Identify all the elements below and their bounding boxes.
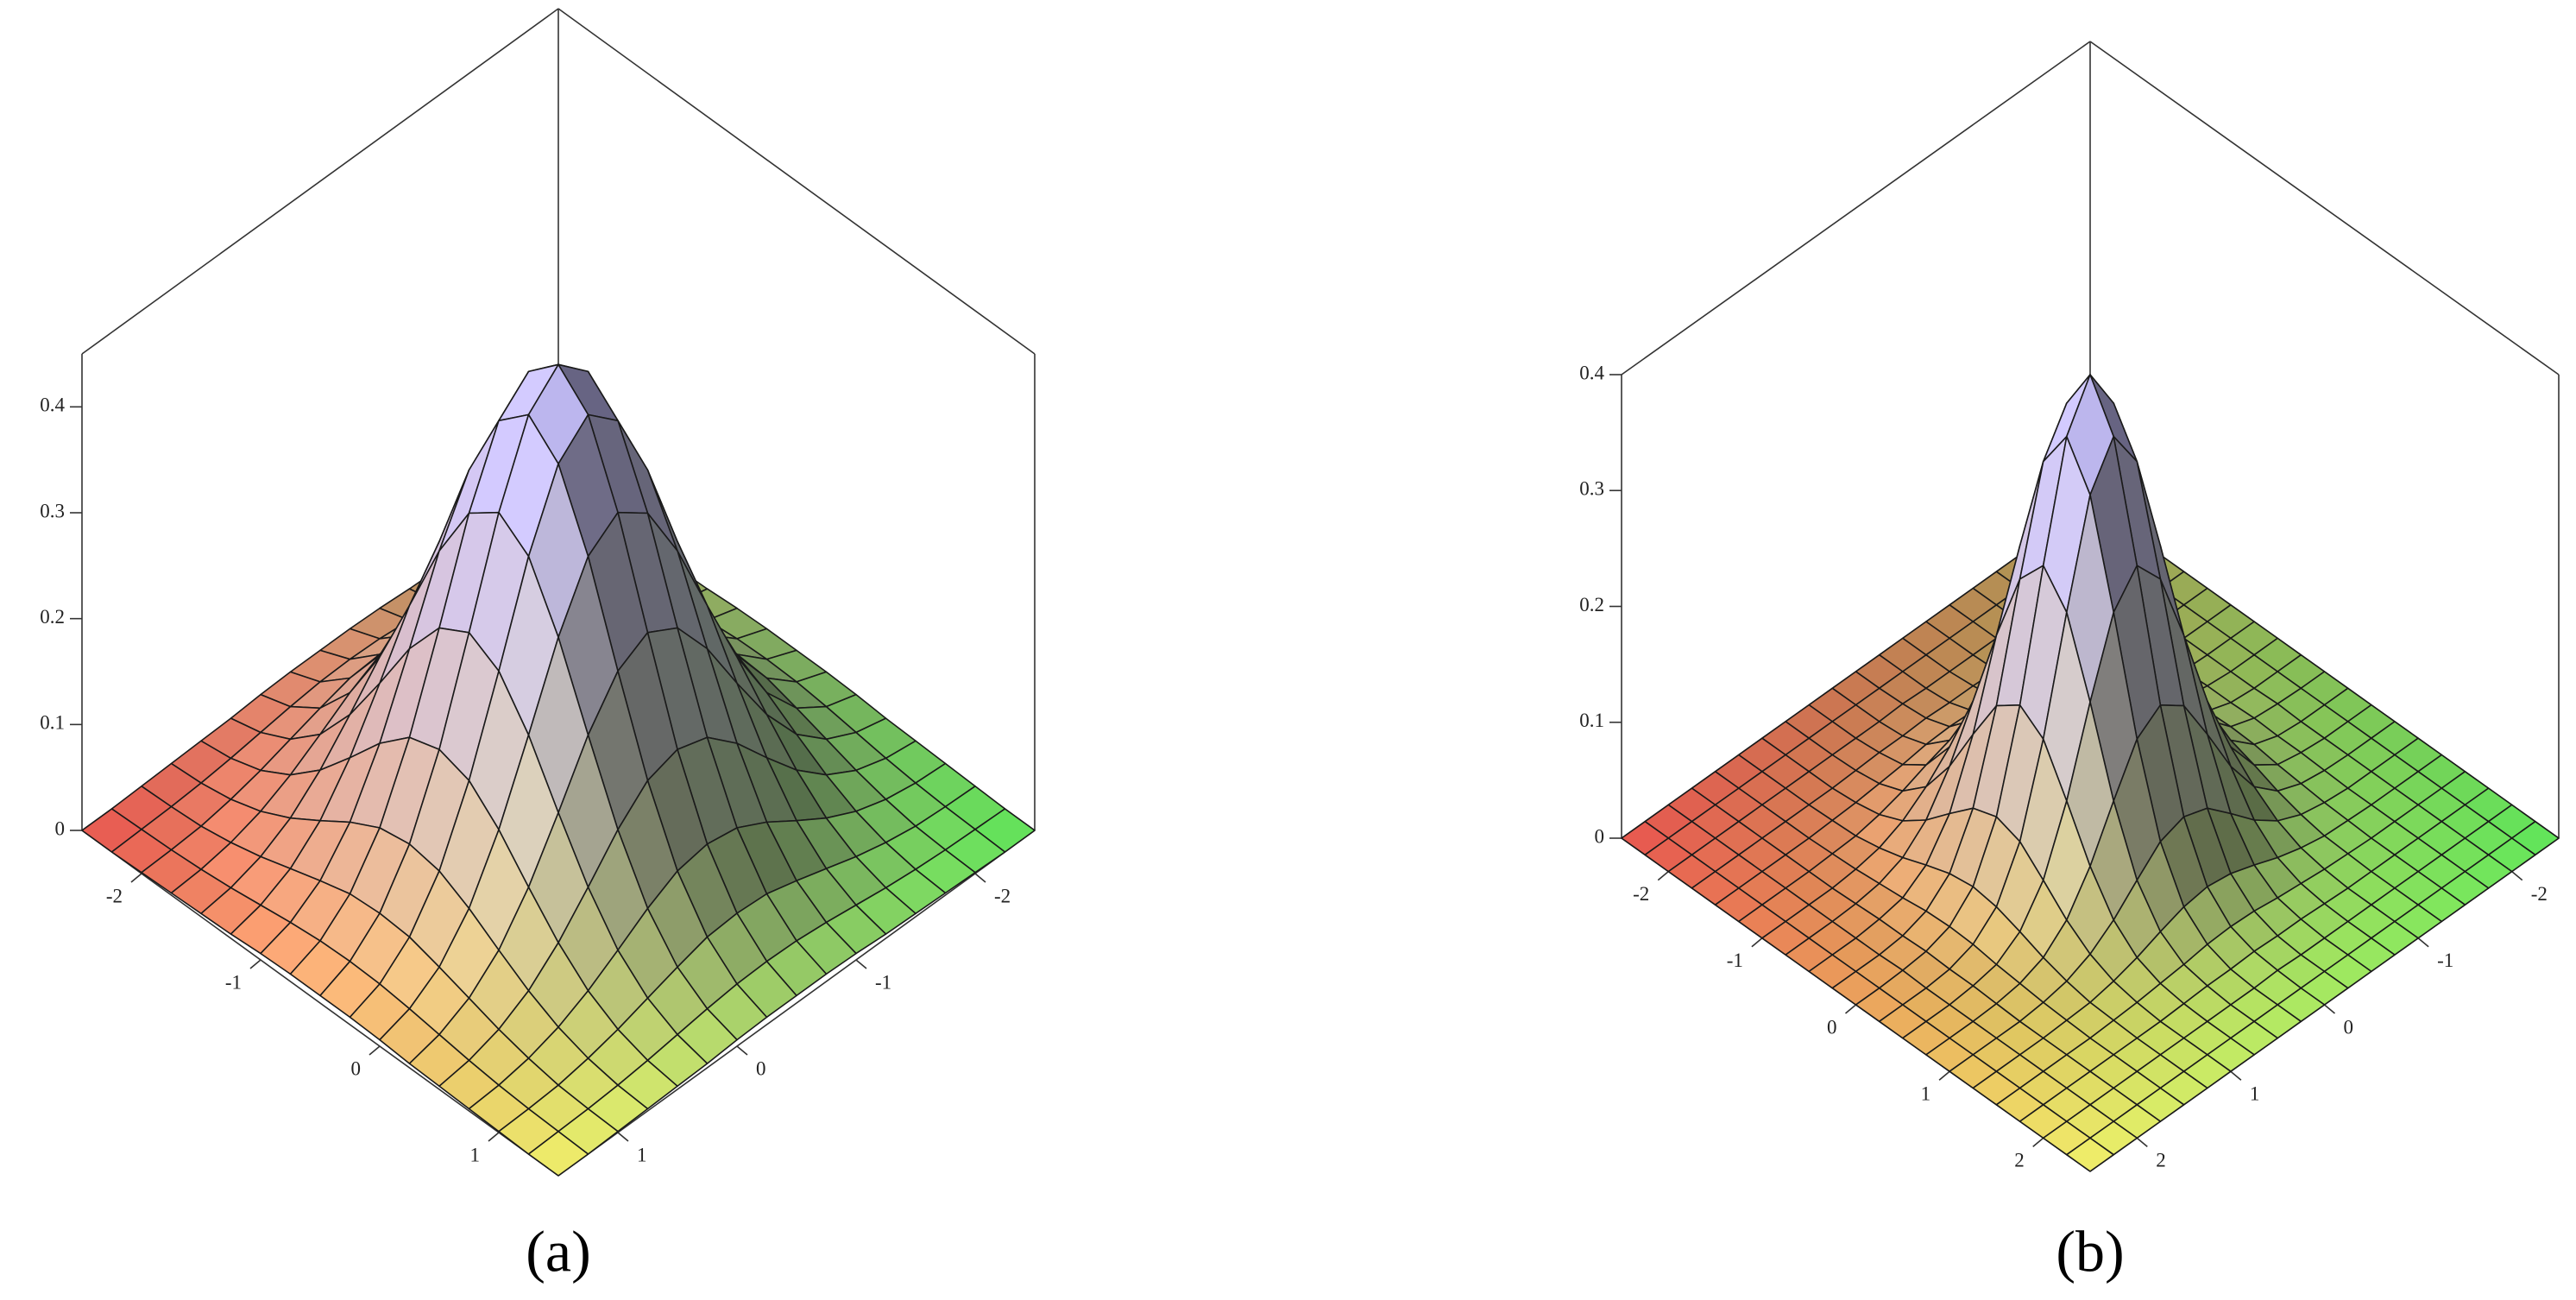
x-tick: [1844, 1004, 1857, 1014]
x-tick-label: 1: [470, 1144, 481, 1165]
x-tick-label: -2: [106, 885, 123, 906]
z-tick-label: 0.4: [1579, 362, 1604, 383]
z-tick-label: 0.1: [1579, 710, 1604, 731]
y-tick: [2511, 870, 2523, 881]
x-tick: [130, 873, 142, 883]
z-tick-label: 0.2: [1579, 594, 1604, 615]
y-tick-label: 2: [2156, 1150, 2166, 1171]
panel-label: (a): [526, 1219, 590, 1284]
box-edge: [81, 830, 559, 1177]
x-tick: [249, 959, 261, 969]
y-tick-label: -1: [875, 971, 891, 993]
y-tick: [2417, 937, 2429, 948]
x-tick-label: 0: [1827, 1016, 1837, 1038]
y-tick-label: 1: [2250, 1082, 2260, 1104]
surface-cell: [2066, 1137, 2114, 1172]
z-tick-label: 0.2: [40, 606, 65, 628]
x-tick: [488, 1132, 500, 1142]
box-edge: [557, 8, 1036, 355]
z-tick-label: 0: [1595, 825, 1605, 847]
box-edge: [2089, 41, 2560, 375]
panel-label: (b): [2056, 1219, 2124, 1284]
y-tick: [974, 873, 986, 883]
y-tick-label: -2: [2531, 883, 2548, 905]
y-tick-label: -1: [2437, 950, 2453, 971]
z-tick-label: 0.3: [40, 500, 65, 521]
y-tick: [617, 1132, 629, 1142]
x-tick: [2032, 1137, 2044, 1148]
box-edge: [81, 8, 559, 355]
y-tick-label: -2: [994, 885, 1011, 906]
y-tick-label: 1: [637, 1144, 647, 1165]
x-tick-label: -1: [1727, 950, 1743, 971]
x-tick: [368, 1045, 381, 1056]
z-tick-label: 0.4: [40, 394, 65, 416]
x-tick-label: 1: [1921, 1082, 1931, 1104]
z-tick-label: 0.3: [1579, 478, 1604, 500]
surface-plot: 0 0.1 0.2 0.3 0.4 -2 -1 0 1 -2 -1 0 1 (a): [40, 8, 1036, 1284]
y-tick: [855, 959, 867, 969]
y-tick: [2136, 1137, 2148, 1148]
y-tick: [736, 1045, 748, 1056]
x-tick-label: -2: [1633, 883, 1649, 905]
x-tick: [1657, 870, 1669, 881]
y-tick: [2323, 1004, 2336, 1014]
surface-cell: [527, 1131, 589, 1177]
y-tick-label: 0: [756, 1057, 766, 1079]
x-tick-label: 0: [351, 1057, 362, 1079]
z-tick-label: 0.1: [40, 712, 65, 734]
box-edge: [557, 830, 1036, 1177]
y-tick: [2230, 1070, 2242, 1081]
y-tick-label: 0: [2344, 1016, 2354, 1038]
z-tick-label: 0: [55, 817, 66, 839]
box-edge: [1621, 41, 2091, 375]
x-tick: [1938, 1070, 1950, 1081]
surface-plot: 0 0.1 0.2 0.3 0.4 -2 -1 0 1 2 -2 -1 0 1 2 (b): [1579, 41, 2560, 1284]
x-tick-label: 2: [2014, 1150, 2025, 1171]
x-tick: [1751, 937, 1763, 948]
x-tick-label: -1: [225, 971, 242, 993]
